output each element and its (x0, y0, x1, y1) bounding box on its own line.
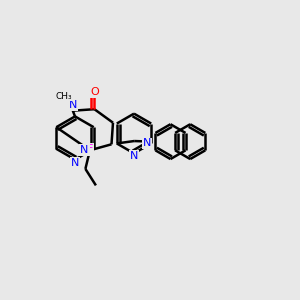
Text: O: O (90, 87, 99, 97)
Text: F: F (87, 144, 93, 154)
Text: N: N (142, 138, 151, 148)
Text: N: N (80, 145, 89, 155)
Text: N: N (130, 152, 138, 161)
Text: N: N (71, 158, 79, 168)
Text: N: N (69, 100, 77, 110)
Text: CH₃: CH₃ (56, 92, 72, 101)
